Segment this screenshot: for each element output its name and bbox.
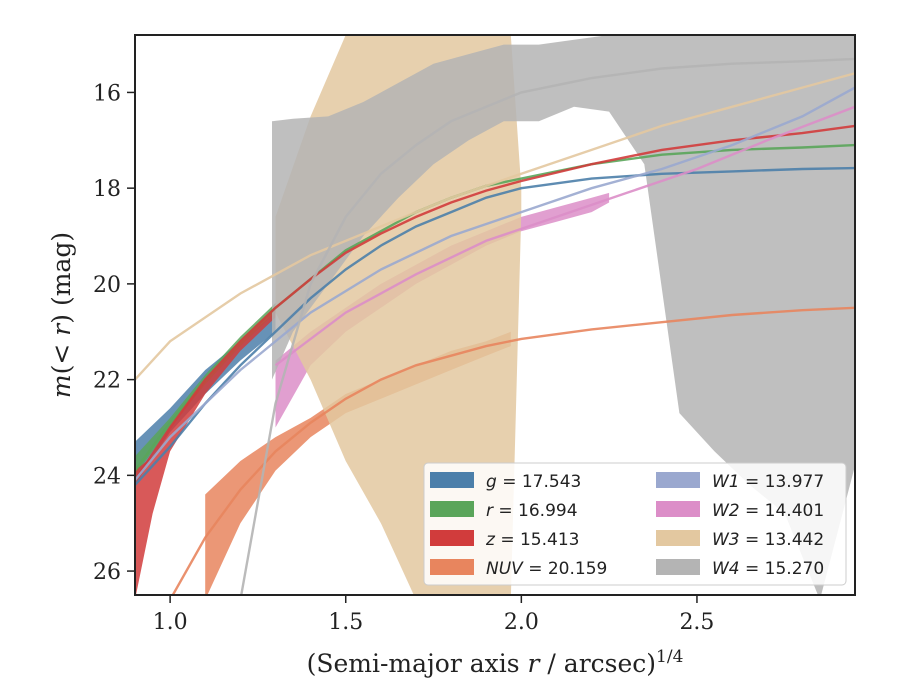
- legend-swatch-z: [430, 530, 474, 546]
- legend-swatch-nuv: [430, 559, 474, 575]
- legend-swatch-r: [430, 501, 474, 517]
- legend: g = 17.543 r = 16.994 z = 15.413 NUV = 20.1…: [423, 462, 847, 586]
- y-tick-label: 22: [93, 369, 121, 394]
- fit-curve-w2: [274, 105, 855, 367]
- x-tick-label: 2.0: [504, 610, 539, 635]
- legend-label-g: g = 17.543: [486, 472, 581, 492]
- legend-swatch-w2: [656, 501, 700, 517]
- legend-label-r: r = 16.994: [486, 501, 578, 521]
- x-tick-label: 2.5: [679, 610, 714, 635]
- fit-curve-w3: [135, 72, 855, 381]
- legend-swatch-w3: [656, 530, 700, 546]
- y-tick-label: 20: [93, 273, 121, 298]
- x-tick-label: 1.5: [328, 610, 363, 635]
- band-z: [135, 307, 276, 595]
- y-axis-label: m(< r) (mag): [47, 232, 76, 398]
- legend-label-w3: W3 = 13.442: [712, 530, 824, 550]
- y-tick-label: 18: [93, 177, 121, 202]
- error-bands: [135, 35, 855, 595]
- x-axis-label: (Semi-major axis r / arcsec)1/4: [307, 647, 684, 678]
- y-axis-ticks: 16 18 20 22 24 26: [93, 81, 135, 585]
- legend-swatch-g: [430, 472, 474, 488]
- y-tick-label: 26: [93, 560, 121, 585]
- legend-label-w1: W1 = 13.977: [712, 472, 824, 492]
- y-tick-label: 24: [93, 464, 121, 489]
- y-tick-label: 16: [93, 81, 121, 106]
- fit-curve-nuv: [171, 306, 855, 595]
- legend-swatch-w1: [656, 472, 700, 488]
- x-tick-label: 1.0: [153, 610, 188, 635]
- legend-box: [423, 462, 847, 586]
- fit-curve-z: [135, 124, 855, 481]
- plot-frame: [134, 34, 856, 596]
- legend-swatch-w4: [656, 559, 700, 575]
- x-axis-ticks: 1.0 1.5 2.0 2.5: [153, 595, 714, 635]
- legend-label-w4: W4 = 15.270: [712, 559, 824, 579]
- legend-label-w2: W2 = 14.401: [712, 501, 824, 521]
- fit-curve-w4: [240, 57, 855, 595]
- band-w4: [272, 35, 855, 595]
- fit-curves: [135, 57, 855, 595]
- band-g: [135, 312, 276, 485]
- legend-label-z: z = 15.413: [485, 530, 579, 550]
- fit-curve-w1: [135, 86, 855, 481]
- legend-label-nuv: NUV = 20.159: [486, 559, 607, 579]
